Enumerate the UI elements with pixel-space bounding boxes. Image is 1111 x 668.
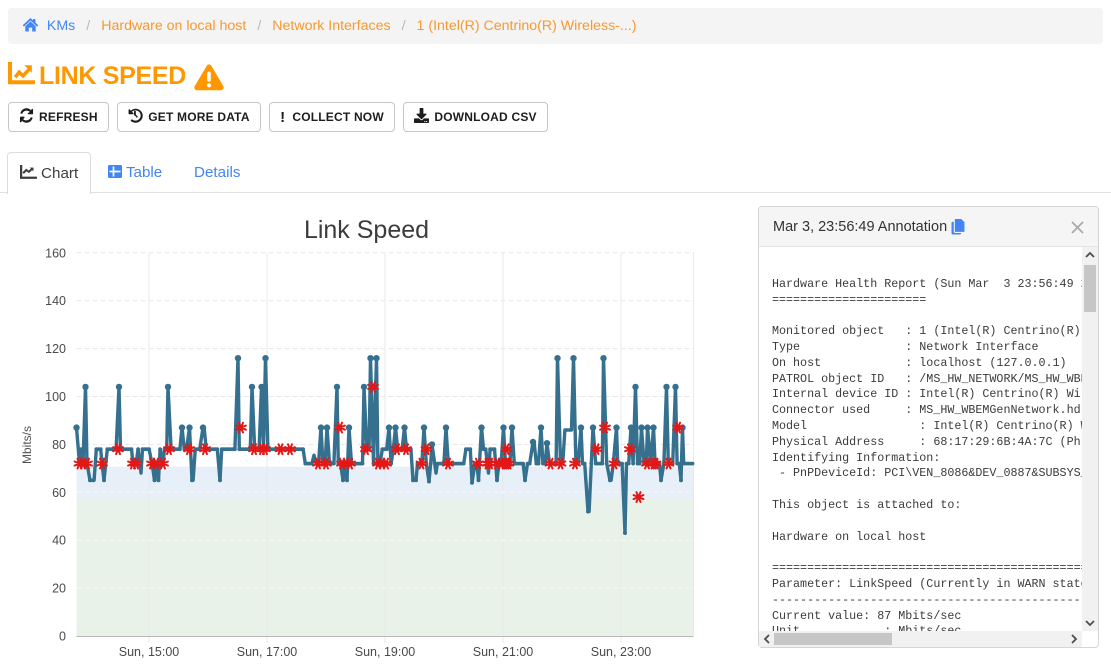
svg-text:Link Speed: Link Speed — [304, 216, 429, 244]
svg-text:80: 80 — [52, 438, 66, 452]
svg-text:Sun, 23:00: Sun, 23:00 — [591, 645, 652, 659]
svg-text:Sun, 19:00: Sun, 19:00 — [355, 645, 416, 659]
svg-text:100: 100 — [45, 390, 66, 404]
svg-text:140: 140 — [45, 294, 66, 308]
svg-text:20: 20 — [52, 582, 66, 596]
svg-text:Sun, 17:00: Sun, 17:00 — [237, 645, 298, 659]
svg-text:40: 40 — [52, 534, 66, 548]
svg-text:0: 0 — [59, 630, 66, 644]
svg-text:Sun, 15:00: Sun, 15:00 — [119, 645, 180, 659]
svg-text:Sun, 21:00: Sun, 21:00 — [473, 645, 534, 659]
svg-text:Mbits/s: Mbits/s — [20, 426, 34, 464]
svg-text:120: 120 — [45, 342, 66, 356]
svg-text:60: 60 — [52, 486, 66, 500]
svg-text:160: 160 — [45, 246, 66, 260]
